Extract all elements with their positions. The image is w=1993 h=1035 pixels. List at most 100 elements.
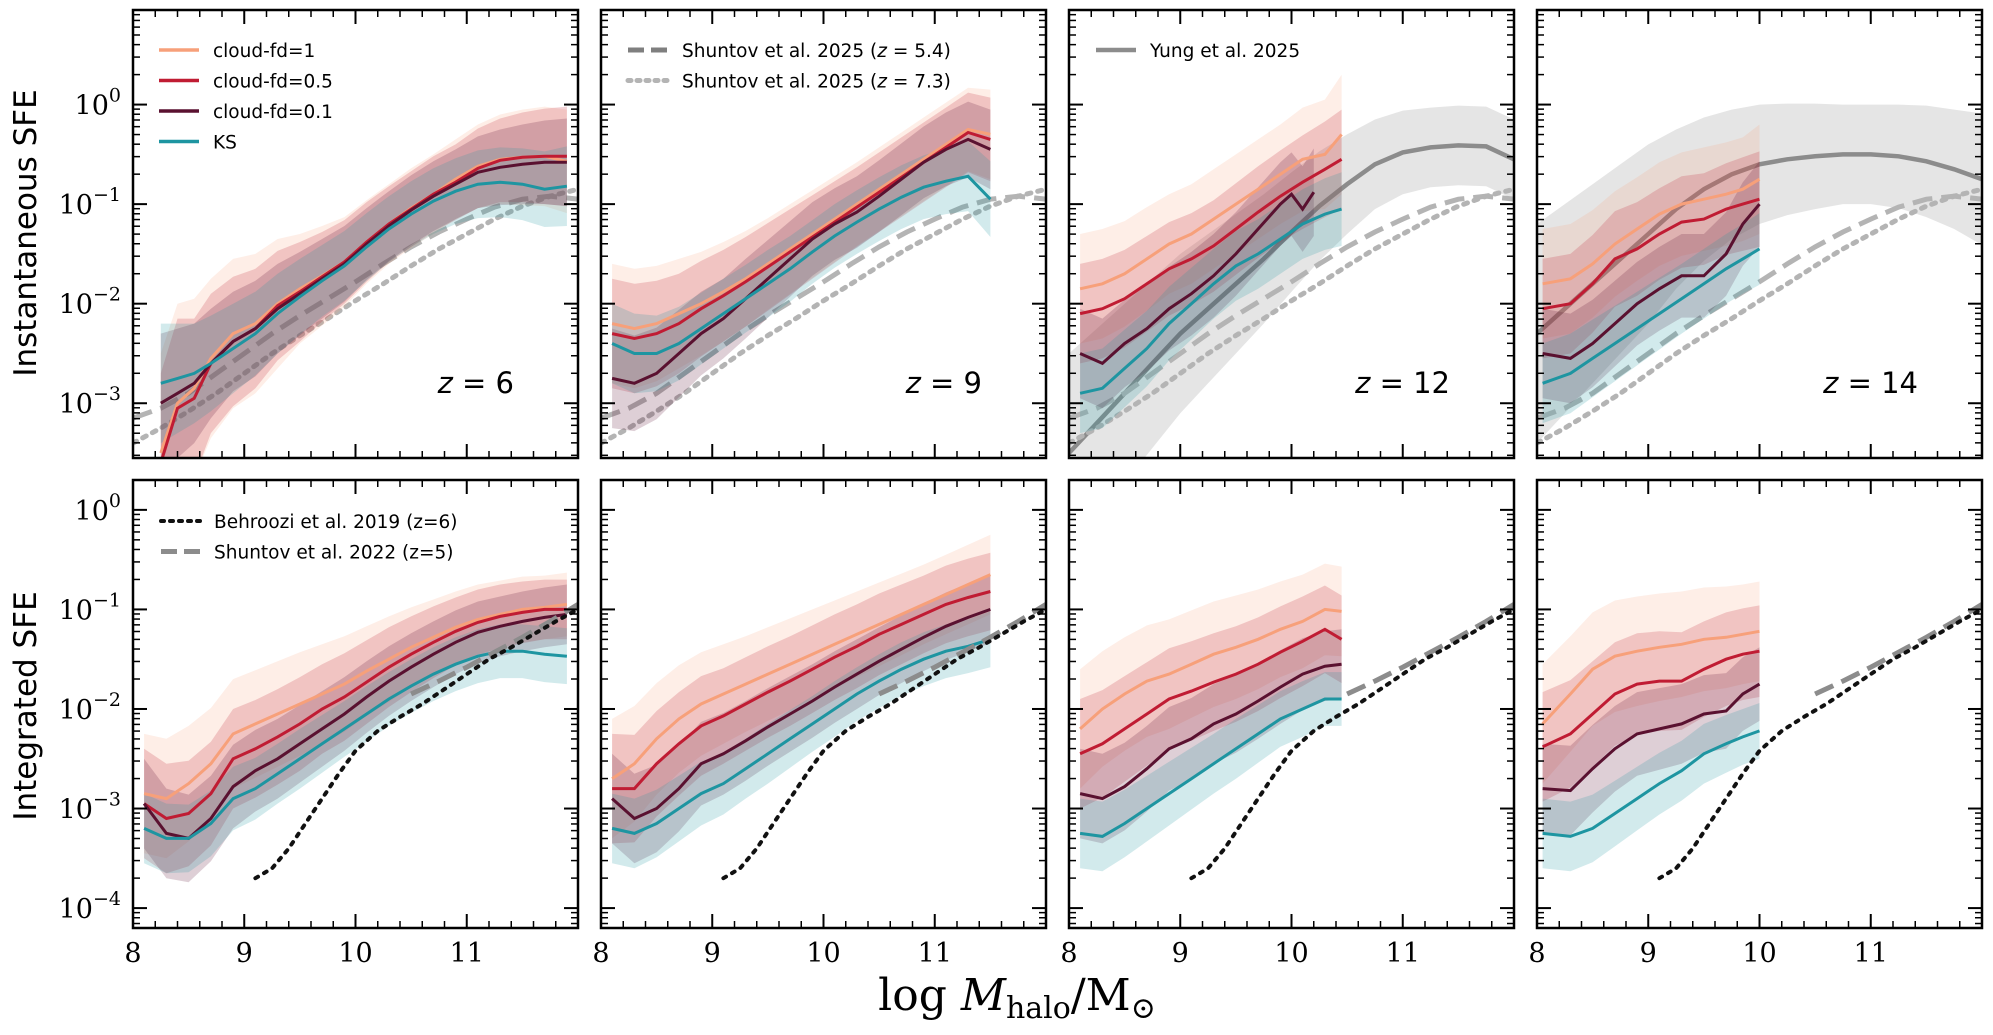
band-cloud-fd-0-5 [144,579,567,874]
panel-int-z14: 8 9 10 11 [1528,478,1984,969]
plot-area-inst-z6 [133,106,578,458]
panel-inst-z6: 100 10−1 10−2 10−3 z = 6 [59,8,580,460]
x-tick-label: 10 [1742,938,1776,969]
line-cloud-fd-1 [1542,177,1761,286]
line-ks [611,174,992,355]
legend-shuntov25-1: Shuntov et al. 2025 (z = 7.3) [682,72,951,93]
plot-area-int-z9 [611,534,1046,881]
band-cloud-fd-0-5 [1080,109,1342,364]
shuntov22-line [1346,602,1514,697]
line-cloud-fd-1 [611,127,991,331]
y-tick-label: 10−2 [59,284,121,321]
x-tick-label: 9 [1172,938,1189,969]
bottom-ylabel: Integrated SFE [8,591,44,820]
line-cloud-fd-1 [1079,133,1343,291]
behroozi19-line [1657,607,1982,881]
line-cloud-fd-0-1 [142,612,568,841]
band-ks [1542,703,1760,872]
band-cloud-fd-0-1 [1542,647,1760,836]
x-tick-label: 11 [1386,938,1420,969]
line-cloud-fd-0-1 [1542,203,1761,360]
shuntov22-line [878,602,1046,697]
x-tick-label: 8 [1528,938,1545,969]
line-cloud-fd-0-1 [1079,191,1316,366]
plot-area-int-z12 [1079,563,1514,881]
y-tick-label: 10−3 [59,383,121,420]
x-tick-label: 11 [1854,938,1888,969]
line-ks [1079,207,1343,395]
shuntov22-line [1814,602,1982,697]
x-label-sun: ⊙ [1131,991,1156,1026]
x-tick-label: 9 [1640,938,1657,969]
line-cloud-fd-1 [143,602,568,801]
line-cloud-fd-0-5 [1079,158,1343,316]
band-cloud-fd-0-1 [1080,629,1342,844]
legend-bottom-1: Shuntov et al. 2022 (z=5) [214,543,453,564]
line-cloud-fd-0-1 [611,137,992,385]
shuntov25-z54-line [133,193,578,421]
band-cloud-fd-1 [612,87,991,389]
yung25-line [1537,152,1982,336]
line-cloud-fd-0-5 [612,590,991,791]
line-ks [1079,697,1342,838]
plot-area-inst-z14 [1537,103,1982,446]
x-label-sub: halo [1006,991,1071,1026]
line-cloud-fd-0-1 [1542,682,1761,793]
line-cloud-fd-1 [1079,607,1342,731]
line-cloud-fd-1 [1541,629,1760,725]
band-cloud-fd-0-1 [144,584,567,883]
band-cloud-fd-1 [1080,563,1342,789]
plot-area-int-z14 [1541,581,1982,881]
x-tick-label: 9 [704,938,721,969]
band-ks [160,146,567,444]
y-tick-label: 10−3 [59,789,121,826]
y-tick-label: 10−1 [59,184,121,221]
panel-int-z12: 8 9 10 11 [1060,478,1516,969]
line-ks [1542,247,1761,385]
line-cloud-fd-1 [611,573,992,780]
legend-shuntov25-0: Shuntov et al. 2025 (z = 5.4) [682,41,951,62]
y-tick-label: 100 [75,490,121,527]
panel-int-z9: 8 9 10 11 [592,478,1048,969]
shuntov25-z54-line [1069,193,1514,421]
redshift-label: z = 14 [1822,366,1918,400]
band-cloud-fd-0-1 [1542,161,1760,404]
line-ks [1542,729,1761,838]
band-cloud-fd-0-5 [1542,605,1760,802]
x-tick-label: 8 [1060,938,1077,969]
band-cloud-fd-1 [1542,124,1760,339]
x-axis-label: log Mhalo/M⊙ [878,970,1156,1026]
band-cloud-fd-1 [160,106,567,458]
legend-yung25: Yung et al. 2025 [1149,41,1300,62]
panel-inst-z14: z = 14 [1535,8,1984,460]
legend-bottom-0: Behroozi et al. 2019 (z=6) [214,512,458,533]
band-cloud-fd-0-1 [160,118,567,458]
line-cloud-fd-0-5 [1079,627,1343,756]
plot-area-int-z6 [142,572,578,883]
top-ylabel: Instantaneous SFE [8,89,44,376]
band-cloud-fd-0-5 [1080,585,1342,809]
shuntov25-z73-line [601,186,1046,446]
shuntov25-z73-line [133,186,578,446]
legend-cloud-fd-0-5: cloud-fd=0.5 [213,72,333,93]
x-label-rest: /M [1071,970,1131,1021]
y-tick-label: 10−1 [59,589,121,626]
panel-inst-z12: z = 12 [1067,8,1516,460]
behroozi19-line [721,607,1046,881]
band-cloud-fd-0-5 [1542,151,1760,359]
y-tick-label: 100 [75,85,121,122]
line-cloud-fd-0-5 [143,607,567,821]
x-tick-label: 11 [450,938,484,969]
redshift-label: z = 9 [905,366,982,400]
behroozi19-line [1189,607,1514,881]
legends: cloud-fd=1 cloud-fd=0.5 cloud-fd=0.1 KS Shun… [159,41,1300,564]
x-tick-label: 8 [592,938,609,969]
line-ks [160,180,568,385]
x-tick-label: 11 [918,938,952,969]
line-cloud-fd-0-1 [1079,662,1342,801]
panel-int-z6: 8 9 10 11 100 10−1 10−2 10−3 10−4 [59,478,580,969]
shuntov25-z73-line [1069,186,1514,446]
line-cloud-fd-0-5 [1541,649,1760,749]
plot-area-inst-z9 [601,87,1046,446]
